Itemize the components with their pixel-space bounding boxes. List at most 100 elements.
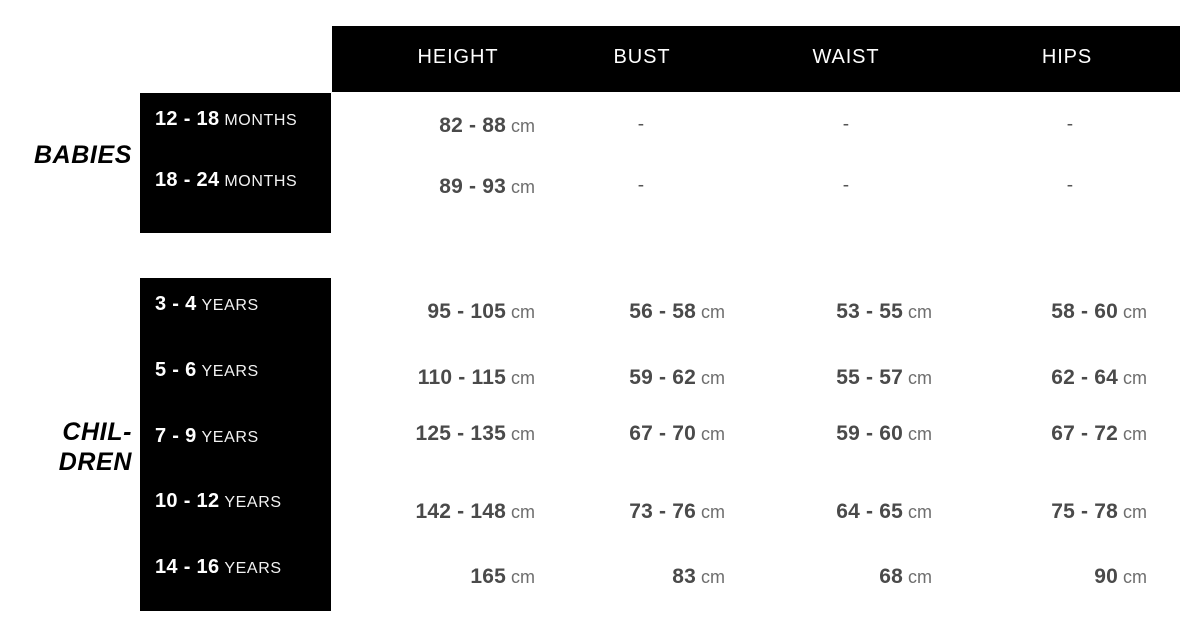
- cell-unit: cm: [701, 567, 725, 587]
- cell-unit: cm: [908, 302, 932, 322]
- age-range-value: 10 - 12: [155, 490, 220, 512]
- cell-unit: cm: [908, 567, 932, 587]
- age-range-value: 12 - 18: [155, 108, 220, 130]
- cell-value: 59 - 60: [836, 422, 903, 445]
- cell-unit: cm: [1123, 502, 1147, 522]
- cell-children-4-bust: 83 cm: [560, 565, 725, 589]
- age-row-children-0: 3 - 4 YEARS: [155, 293, 345, 316]
- age-range-unit: YEARS: [201, 297, 259, 314]
- age-range-unit: YEARS: [224, 494, 282, 511]
- cell-value: 83: [672, 565, 696, 588]
- group-label-children-line-1: CHIL-: [62, 418, 132, 446]
- cell-value: -: [842, 114, 850, 135]
- cell-value: 53 - 55: [836, 300, 903, 323]
- group-label-children-line-2: DREN: [58, 447, 132, 476]
- cell-value: -: [637, 114, 645, 135]
- group-label-babies-line-1: BABIES: [33, 141, 132, 169]
- cell-unit: cm: [511, 302, 535, 322]
- cell-value: -: [637, 175, 645, 196]
- cell-children-4-height: 165 cm: [345, 565, 535, 589]
- cell-children-2-waist: 59 - 60 cm: [767, 422, 932, 446]
- cell-babies-1-height: 89 - 93 cm: [345, 175, 535, 199]
- group-label-children: CHIL- DREN: [4, 418, 132, 477]
- cell-unit: cm: [908, 424, 932, 444]
- column-header-height: HEIGHT: [417, 46, 499, 68]
- cell-children-2-bust: 67 - 70 cm: [560, 422, 725, 446]
- age-row-babies-0: 12 - 18 MONTHS: [155, 108, 345, 131]
- cell-value: -: [842, 175, 850, 196]
- cell-children-0-waist: 53 - 55 cm: [767, 300, 932, 324]
- cell-children-3-hips: 75 - 78 cm: [982, 500, 1147, 524]
- cell-value: 67 - 72: [1051, 422, 1118, 445]
- cell-children-2-height: 125 - 135 cm: [345, 422, 535, 446]
- cell-value: 95 - 105: [427, 300, 506, 323]
- children-age-block-background: [140, 278, 331, 611]
- cell-unit: cm: [511, 424, 535, 444]
- cell-value: 142 - 148: [415, 500, 506, 523]
- group-label-babies: BABIES: [4, 141, 132, 171]
- cell-children-1-bust: 59 - 62 cm: [560, 366, 725, 390]
- cell-unit: cm: [511, 567, 535, 587]
- cell-children-4-hips: 90 cm: [982, 565, 1147, 589]
- cell-value: 56 - 58: [629, 300, 696, 323]
- age-range-unit: YEARS: [201, 363, 259, 380]
- column-header-hips: HIPS: [1041, 46, 1093, 68]
- cell-unit: cm: [701, 368, 725, 388]
- cell-children-4-waist: 68 cm: [767, 565, 932, 589]
- babies-age-block-background: [140, 93, 331, 233]
- cell-unit: cm: [908, 368, 932, 388]
- age-range-value: 7 - 9: [155, 425, 197, 447]
- age-range-unit: YEARS: [201, 429, 259, 446]
- cell-babies-0-bust: -: [581, 114, 701, 136]
- cell-children-3-height: 142 - 148 cm: [345, 500, 535, 524]
- cell-value: 75 - 78: [1051, 500, 1118, 523]
- cell-unit: cm: [1123, 302, 1147, 322]
- cell-unit: cm: [1123, 368, 1147, 388]
- cell-value: 62 - 64: [1051, 366, 1118, 389]
- cell-value: 89 - 93: [439, 175, 506, 198]
- cell-babies-1-bust: -: [581, 175, 701, 197]
- cell-unit: cm: [511, 502, 535, 522]
- cell-unit: cm: [701, 502, 725, 522]
- cell-value: -: [1066, 175, 1074, 196]
- age-range-value: 3 - 4: [155, 293, 197, 315]
- cell-value: 67 - 70: [629, 422, 696, 445]
- cell-children-3-bust: 73 - 76 cm: [560, 500, 725, 524]
- cell-value: 82 - 88: [439, 114, 506, 137]
- cell-babies-1-waist: -: [786, 175, 906, 197]
- age-range-value: 14 - 16: [155, 556, 220, 578]
- cell-unit: cm: [701, 302, 725, 322]
- age-row-children-1: 5 - 6 YEARS: [155, 359, 345, 382]
- age-range-value: 5 - 6: [155, 359, 197, 381]
- cell-value: 58 - 60: [1051, 300, 1118, 323]
- cell-value: 165: [470, 565, 506, 588]
- cell-value: 59 - 62: [629, 366, 696, 389]
- age-row-babies-1: 18 - 24 MONTHS: [155, 169, 345, 192]
- cell-value: 90: [1094, 565, 1118, 588]
- age-row-children-3: 10 - 12 YEARS: [155, 490, 345, 513]
- age-range-unit: MONTHS: [224, 173, 298, 190]
- cell-children-1-hips: 62 - 64 cm: [982, 366, 1147, 390]
- cell-children-0-height: 95 - 105 cm: [345, 300, 535, 324]
- age-row-children-4: 14 - 16 YEARS: [155, 556, 345, 579]
- cell-unit: cm: [1123, 424, 1147, 444]
- column-header-waist: WAIST: [812, 46, 880, 68]
- cell-unit: cm: [511, 368, 535, 388]
- cell-babies-0-height: 82 - 88 cm: [345, 114, 535, 138]
- age-range-unit: MONTHS: [224, 112, 298, 129]
- header-bar-background: [332, 26, 1180, 92]
- cell-babies-1-hips: -: [1010, 175, 1130, 197]
- cell-unit: cm: [701, 424, 725, 444]
- cell-children-1-waist: 55 - 57 cm: [767, 366, 932, 390]
- cell-unit: cm: [1123, 567, 1147, 587]
- age-row-children-2: 7 - 9 YEARS: [155, 425, 345, 448]
- cell-children-3-waist: 64 - 65 cm: [767, 500, 932, 524]
- cell-unit: cm: [908, 502, 932, 522]
- cell-babies-0-hips: -: [1010, 114, 1130, 136]
- cell-children-1-height: 110 - 115 cm: [345, 366, 535, 390]
- cell-value: 125 - 135: [415, 422, 506, 445]
- cell-value: 64 - 65: [836, 500, 903, 523]
- cell-children-2-hips: 67 - 72 cm: [982, 422, 1147, 446]
- column-header-bust: BUST: [613, 46, 671, 68]
